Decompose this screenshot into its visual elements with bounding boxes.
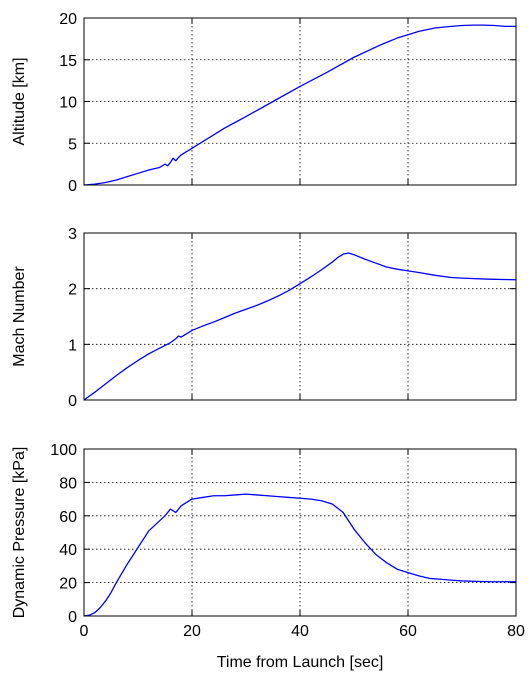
altitude-y-tick-label-3: 15 — [59, 53, 77, 70]
dynamic-pressure-series-line-0 — [83, 493, 516, 617]
mach-number-y-tick-label-1: 1 — [68, 337, 77, 354]
altitude-series-line-0 — [83, 24, 516, 186]
altitude-y-axis-title: Altitude [km] — [11, 57, 28, 145]
dynamic-pressure-x-tick-label-0: 0 — [80, 623, 89, 640]
mach-number-y-tick-label-0: 0 — [68, 393, 77, 410]
altitude-y-tick-label-1: 5 — [68, 136, 77, 153]
altitude-plot-frame — [83, 17, 517, 186]
mach-number-plot-frame — [83, 232, 517, 401]
altitude-y-tick-label-4: 20 — [59, 11, 77, 28]
dynamic-pressure-panel: 0 20 40 60 80 100 0 20 40 60 80 Dynamic Pressure [k… — [11, 442, 525, 671]
dynamic-pressure-y-axis-title: Dynamic Pressure [kPa] — [11, 447, 28, 619]
mach-number-series-line-0 — [83, 252, 517, 401]
dynamic-pressure-plot-frame — [83, 448, 517, 617]
mach-number-panel: 0 1 2 3 Mach Number — [11, 226, 517, 410]
altitude-panel: 0 5 10 15 20 Altitude [km] — [11, 11, 517, 195]
dynamic-pressure-x-tick-label-2: 40 — [291, 623, 309, 640]
dynamic-pressure-y-tick-label-2: 40 — [59, 542, 77, 559]
dynamic-pressure-y-tick-label-5: 100 — [50, 442, 77, 459]
dynamic-pressure-y-tick-label-3: 60 — [59, 509, 77, 526]
dynamic-pressure-x-axis-title: Time from Launch [sec] — [217, 654, 384, 671]
mach-number-y-tick-label-3: 3 — [68, 226, 77, 243]
mach-number-y-axis-title: Mach Number — [11, 266, 28, 367]
dynamic-pressure-x-tick-label-1: 20 — [183, 623, 201, 640]
dynamic-pressure-y-tick-label-0: 0 — [68, 609, 77, 626]
dynamic-pressure-y-tick-label-1: 20 — [59, 576, 77, 593]
dynamic-pressure-y-tick-label-4: 80 — [59, 475, 77, 492]
mach-number-y-tick-label-2: 2 — [68, 282, 77, 299]
dynamic-pressure-x-tick-label-3: 60 — [399, 623, 417, 640]
altitude-y-tick-label-2: 10 — [59, 95, 77, 112]
altitude-y-tick-label-0: 0 — [68, 178, 77, 195]
dynamic-pressure-x-tick-label-4: 80 — [507, 623, 525, 640]
